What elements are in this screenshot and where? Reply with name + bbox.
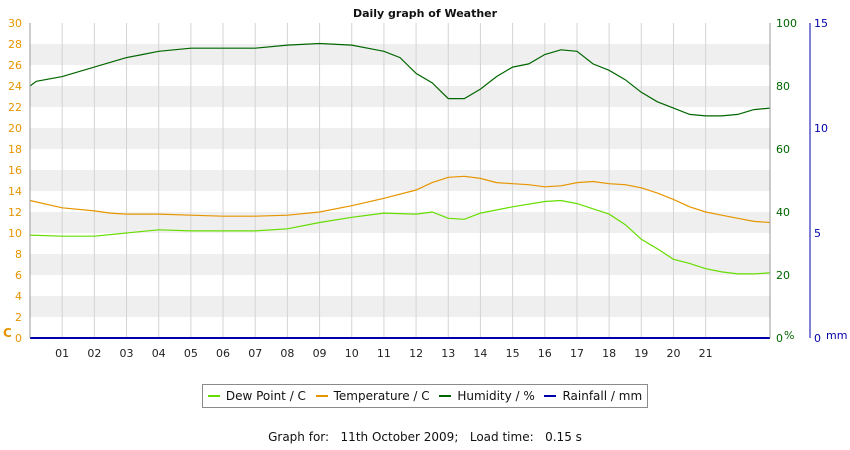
temp-tick-label: 30 bbox=[8, 17, 22, 30]
rainfall-axis-unit: mm bbox=[826, 329, 847, 342]
temp-tick-label: 4 bbox=[15, 290, 22, 303]
humidity-tick-label: 20 bbox=[776, 269, 790, 282]
humidity-tick-label: 80 bbox=[776, 80, 790, 93]
graph-footer: Graph for: 11th October 2009; Load time:… bbox=[0, 430, 850, 444]
x-tick-label: 10 bbox=[345, 347, 359, 360]
x-tick-label: 16 bbox=[538, 347, 552, 360]
x-tick-label: 14 bbox=[473, 347, 487, 360]
humidity-tick-label: 40 bbox=[776, 206, 790, 219]
rainfall-tick-label: 10 bbox=[814, 122, 828, 135]
plot-band bbox=[30, 233, 770, 254]
legend-item-temperature: Temperature / C bbox=[315, 389, 430, 403]
plot-background bbox=[30, 23, 770, 338]
plot-band bbox=[30, 86, 770, 107]
x-tick-label: 05 bbox=[184, 347, 198, 360]
footer-date: 11th October 2009; bbox=[340, 430, 459, 444]
series-line-temperature bbox=[29, 175, 771, 224]
humidity-tick-label: 60 bbox=[776, 143, 790, 156]
footer-load-time: 0.15 s bbox=[545, 430, 582, 444]
temp-tick-label: 2 bbox=[15, 311, 22, 324]
rainfall-tick-label: 0 bbox=[814, 332, 821, 345]
x-tick-label: 13 bbox=[441, 347, 455, 360]
temp-tick-label: 0 bbox=[15, 332, 22, 345]
legend-label: Dew Point / C bbox=[225, 389, 306, 403]
x-tick-label: 06 bbox=[216, 347, 230, 360]
legend-swatch bbox=[544, 395, 557, 397]
x-tick-label: 21 bbox=[699, 347, 713, 360]
weather-chart: Daily graph of Weather 01 02 03 04 05 06 07 08 0… bbox=[3, 7, 847, 360]
plot-band bbox=[30, 317, 770, 338]
temp-tick-label: 16 bbox=[8, 164, 22, 177]
temp-tick-label: 10 bbox=[8, 227, 22, 240]
legend-label: Humidity / % bbox=[457, 389, 535, 403]
axes: 01 02 03 04 05 06 07 08 09 10 11 12 13 14 15 16 17 18 19 20… bbox=[8, 17, 828, 360]
x-tick-label: 07 bbox=[248, 347, 262, 360]
temp-tick-label: 28 bbox=[8, 38, 22, 51]
footer-load-label: Load time: bbox=[469, 430, 534, 444]
humidity-tick-label: 0 bbox=[776, 332, 783, 345]
x-tick-label: 03 bbox=[120, 347, 134, 360]
chart-legend: Dew Point / C Temperature / C Humidity /… bbox=[202, 384, 648, 408]
plot-band bbox=[30, 149, 770, 170]
x-tick-label: 11 bbox=[377, 347, 391, 360]
x-tick-label: 12 bbox=[409, 347, 423, 360]
plot-band bbox=[30, 23, 770, 44]
series-line-dew-point bbox=[29, 199, 771, 275]
x-tick-label: 09 bbox=[313, 347, 327, 360]
x-tick-label: 17 bbox=[570, 347, 584, 360]
x-tick-label: 18 bbox=[602, 347, 616, 360]
legend-label: Temperature / C bbox=[333, 389, 430, 403]
temp-tick-label: 24 bbox=[8, 80, 22, 93]
legend-item-humidity: Humidity / % bbox=[439, 389, 535, 403]
legend-swatch bbox=[439, 395, 452, 397]
rainfall-tick-label: 15 bbox=[814, 17, 828, 30]
legend-item-dew-point: Dew Point / C bbox=[207, 389, 306, 403]
temp-tick-label: 14 bbox=[8, 185, 22, 198]
legend-label: Rainfall / mm bbox=[562, 389, 643, 403]
plot-band bbox=[30, 254, 770, 275]
temp-axis-unit: C bbox=[3, 326, 12, 340]
plot-band bbox=[30, 212, 770, 233]
x-tick-label: 20 bbox=[666, 347, 680, 360]
x-tick-label: 15 bbox=[506, 347, 520, 360]
plot-band bbox=[30, 65, 770, 86]
temp-tick-label: 12 bbox=[8, 206, 22, 219]
humidity-tick-label: 100 bbox=[776, 17, 797, 30]
series-lines bbox=[29, 42, 771, 339]
temp-tick-label: 20 bbox=[8, 122, 22, 135]
series-line-humidity bbox=[29, 42, 771, 117]
temp-tick-label: 6 bbox=[15, 269, 22, 282]
x-tick-label: 04 bbox=[152, 347, 166, 360]
temp-tick-label: 26 bbox=[8, 59, 22, 72]
plot-band bbox=[30, 296, 770, 317]
chart-title: Daily graph of Weather bbox=[353, 7, 498, 20]
plot-band bbox=[30, 275, 770, 296]
x-tick-label: 02 bbox=[87, 347, 101, 360]
x-tick-label: 08 bbox=[280, 347, 294, 360]
plot-band bbox=[30, 128, 770, 149]
temp-tick-label: 18 bbox=[8, 143, 22, 156]
plot-band bbox=[30, 107, 770, 128]
footer-label: Graph for: bbox=[268, 430, 330, 444]
legend-swatch bbox=[207, 395, 220, 397]
plot-band bbox=[30, 170, 770, 191]
temp-tick-label: 8 bbox=[15, 248, 22, 261]
legend-item-rainfall: Rainfall / mm bbox=[544, 389, 642, 403]
x-tick-label: 01 bbox=[55, 347, 69, 360]
plot-band bbox=[30, 44, 770, 65]
legend-swatch bbox=[315, 395, 328, 397]
grid-lines bbox=[61, 23, 707, 338]
temp-tick-label: 22 bbox=[8, 101, 22, 114]
rainfall-tick-label: 5 bbox=[814, 227, 821, 240]
humidity-axis-unit: % bbox=[784, 329, 794, 342]
x-tick-label: 19 bbox=[634, 347, 648, 360]
